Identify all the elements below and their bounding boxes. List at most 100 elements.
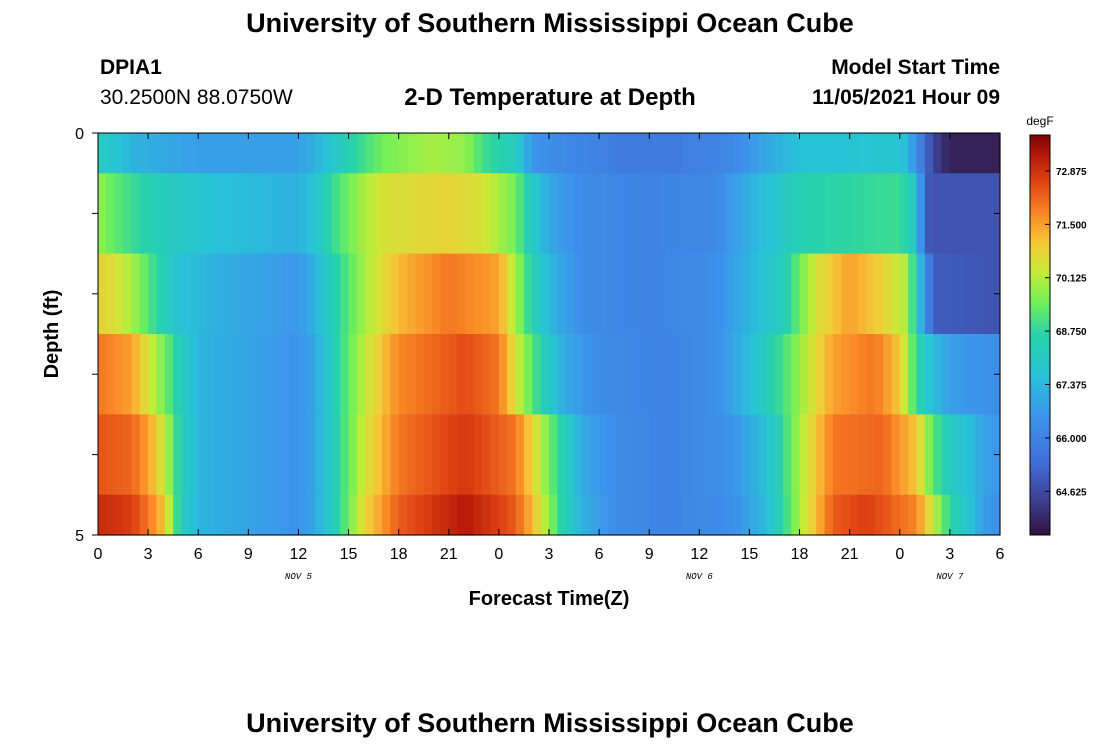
heatmap-cell	[832, 173, 842, 255]
heatmap-cell	[290, 133, 300, 174]
heatmap-cell	[498, 253, 508, 335]
heatmap-cell	[866, 133, 876, 174]
colorbar-tick-label: 64.625	[1056, 487, 1087, 498]
heatmap-cell	[432, 253, 442, 335]
heatmap-cell	[807, 173, 817, 255]
heatmap-cell	[331, 173, 341, 255]
heatmap-cell	[239, 133, 249, 174]
heatmap-cell	[457, 414, 467, 496]
heatmap-cell	[298, 414, 308, 496]
heatmap-cell	[966, 334, 976, 415]
heatmap-cell	[858, 133, 867, 174]
heatmap-cell	[457, 173, 467, 255]
heatmap-cell	[356, 414, 366, 496]
heatmap-cell	[941, 334, 951, 415]
heatmap-cell	[891, 173, 901, 255]
x-tick-label: 3	[545, 546, 554, 563]
heatmap-cell	[657, 494, 667, 536]
heatmap-cell	[624, 414, 634, 496]
heatmap-cell	[323, 173, 333, 255]
heatmap-cell	[106, 253, 116, 335]
heatmap-cell	[983, 414, 993, 496]
heatmap-cell	[757, 133, 767, 174]
heatmap-cell	[473, 494, 483, 536]
heatmap-cell	[899, 133, 909, 174]
heatmap-cell	[916, 494, 926, 536]
heatmap-cell	[590, 173, 600, 255]
heatmap-cell	[640, 334, 650, 415]
heatmap-cell	[958, 334, 968, 415]
heatmap-cell	[515, 133, 525, 174]
x-tick-label: 3	[144, 546, 153, 563]
heatmap-cell	[98, 334, 107, 415]
heatmap-cell	[114, 414, 124, 496]
heatmap-cell	[482, 334, 492, 415]
heatmap-cell	[106, 334, 116, 415]
heatmap-cell	[908, 494, 918, 536]
heatmap-cell	[941, 494, 951, 536]
heatmap-cell	[398, 133, 408, 174]
heatmap-cell	[732, 414, 742, 496]
heatmap-cell	[490, 494, 500, 536]
heatmap-cell	[724, 133, 734, 174]
heatmap-cell	[949, 133, 959, 174]
heatmap-cell	[214, 173, 224, 255]
heatmap-cell	[390, 253, 400, 335]
heatmap-cell	[924, 133, 934, 174]
heatmap-cell	[716, 173, 725, 255]
heatmap-cell	[298, 133, 308, 174]
heatmap-cell	[858, 173, 867, 255]
heatmap-cell	[724, 173, 734, 255]
heatmap-cell	[849, 173, 859, 255]
heatmap-cell	[749, 133, 759, 174]
x-axis-label: Forecast Time(Z)	[469, 588, 630, 610]
heatmap-cell	[265, 414, 274, 496]
heatmap-cell	[649, 173, 659, 255]
heatmap-cell	[507, 253, 517, 335]
colorbar-tick-label: 67.375	[1056, 381, 1087, 392]
heatmap-cell	[799, 414, 809, 496]
heatmap-cell	[899, 253, 909, 335]
heatmap-cell	[832, 414, 842, 496]
heatmap-cell	[398, 414, 408, 496]
heatmap-cell	[114, 133, 124, 174]
heatmap-cell	[448, 334, 458, 415]
heatmap-cell	[381, 494, 391, 536]
heatmap-cell	[657, 173, 667, 255]
heatmap-cell	[448, 133, 458, 174]
heatmap-cell	[757, 334, 767, 415]
heatmap-cell	[164, 334, 174, 415]
x-tick-label: 6	[595, 546, 604, 563]
heatmap-cell	[139, 334, 149, 415]
heatmap-cell	[690, 334, 700, 415]
heatmap-cell	[498, 334, 508, 415]
heatmap-cell	[749, 334, 759, 415]
heatmap-cell	[866, 494, 876, 536]
heatmap-cell	[523, 133, 533, 174]
heatmap-cell	[532, 173, 542, 255]
heatmap-cell	[549, 133, 558, 174]
heatmap-cell	[665, 133, 675, 174]
heatmap-cell	[582, 133, 592, 174]
heatmap-cell	[198, 173, 208, 255]
heatmap-cell	[98, 414, 107, 496]
heatmap-cell	[373, 334, 383, 415]
heatmap-cell	[507, 133, 517, 174]
heatmap-cell	[423, 334, 433, 415]
heatmap-cell	[457, 334, 467, 415]
heatmap-cell	[482, 414, 492, 496]
heatmap-cell	[707, 253, 717, 335]
heatmap-cell	[281, 253, 291, 335]
heatmap-cell	[98, 494, 107, 536]
heatmap-cell	[757, 173, 767, 255]
heatmap-cell	[665, 334, 675, 415]
heatmap-cell	[782, 494, 792, 536]
heatmap-cell	[565, 253, 575, 335]
heatmap-cell	[139, 414, 149, 496]
heatmap-cell	[841, 173, 851, 255]
heatmap-cell	[523, 414, 533, 496]
heatmap-cell	[448, 253, 458, 335]
heatmap-cell	[557, 253, 567, 335]
heatmap-cell	[549, 494, 558, 536]
heatmap-cell	[958, 494, 968, 536]
